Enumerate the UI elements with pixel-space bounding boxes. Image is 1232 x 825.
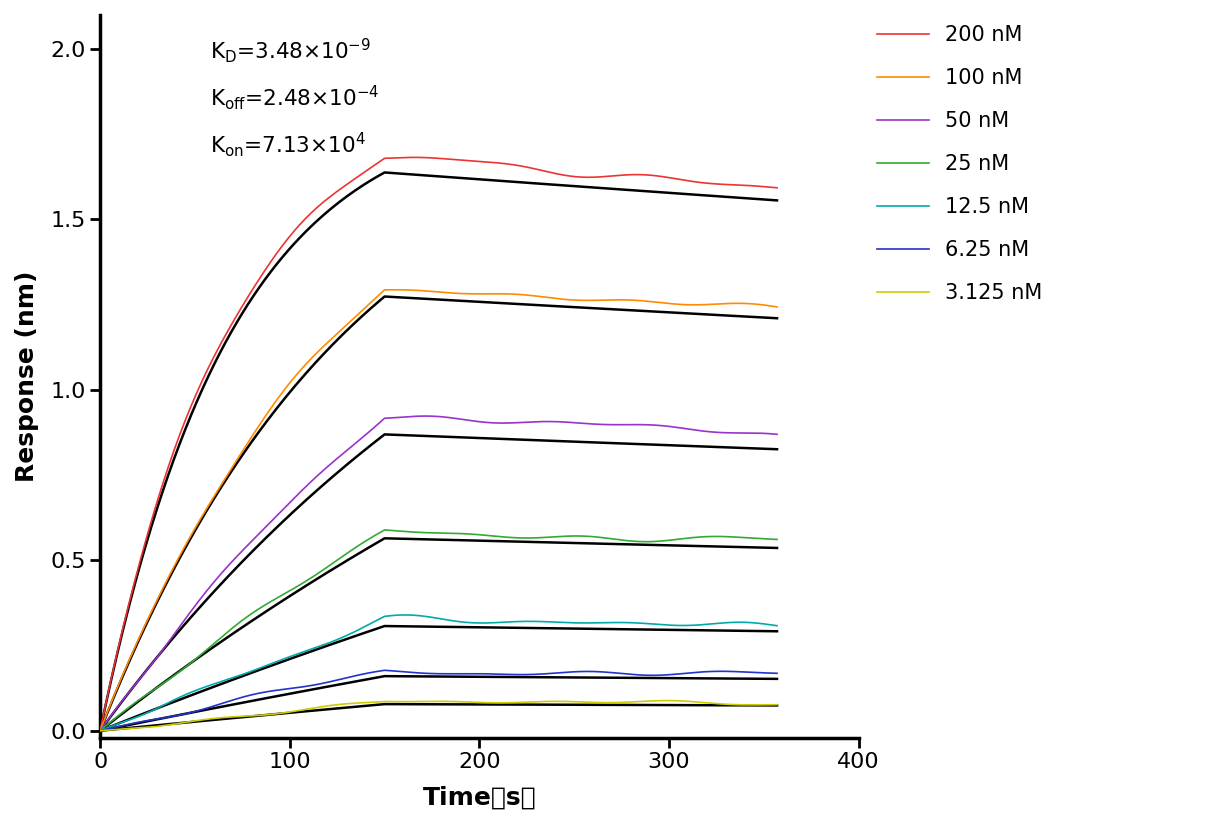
25 nM — [296, 578, 310, 588]
100 nM — [398, 285, 413, 295]
Line: 12.5 nM: 12.5 nM — [100, 615, 777, 731]
6.25 nM — [377, 665, 392, 675]
12.5 nM — [326, 636, 341, 646]
3.125 nM — [770, 700, 785, 710]
3.125 nM — [474, 698, 489, 708]
100 nM — [476, 289, 490, 299]
3.125 nM — [326, 700, 341, 710]
6.25 nM — [110, 722, 124, 732]
Line: 50 nM: 50 nM — [100, 416, 777, 731]
12.5 nM — [92, 726, 107, 736]
Text: $\mathregular{K_D}$=3.48×10$^{-9}$
$\mathregular{K_{off}}$=2.48×10$^{-4}$
$\math: $\mathregular{K_D}$=3.48×10$^{-9}$ $\mat… — [211, 36, 379, 159]
25 nM — [476, 530, 490, 540]
50 nM — [419, 411, 434, 421]
100 nM — [770, 302, 785, 312]
100 nM — [326, 332, 341, 342]
Line: 25 nM: 25 nM — [100, 530, 777, 731]
50 nM — [326, 457, 341, 467]
6.25 nM — [92, 726, 107, 736]
X-axis label: Time（s）: Time（s） — [423, 786, 536, 810]
200 nM — [408, 153, 423, 163]
3.125 nM — [110, 724, 124, 734]
50 nM — [397, 412, 411, 422]
3.125 nM — [92, 726, 107, 736]
12.5 nM — [110, 719, 124, 729]
25 nM — [110, 712, 124, 722]
Legend: 200 nM, 100 nM, 50 nM, 25 nM, 12.5 nM, 6.25 nM, 3.125 nM: 200 nM, 100 nM, 50 nM, 25 nM, 12.5 nM, 6… — [876, 26, 1042, 303]
3.125 nM — [659, 695, 674, 705]
Line: 6.25 nM: 6.25 nM — [100, 670, 777, 731]
12.5 nM — [397, 610, 411, 620]
12.5 nM — [398, 610, 413, 620]
200 nM — [326, 189, 341, 199]
50 nM — [476, 417, 490, 427]
Line: 200 nM: 200 nM — [100, 158, 777, 731]
200 nM — [296, 216, 310, 226]
50 nM — [770, 429, 785, 439]
50 nM — [277, 503, 292, 513]
100 nM — [296, 362, 310, 372]
25 nM — [377, 525, 392, 535]
6.25 nM — [277, 684, 292, 694]
12.5 nM — [296, 647, 310, 657]
25 nM — [770, 535, 785, 544]
12.5 nM — [476, 618, 490, 628]
50 nM — [296, 484, 310, 494]
3.125 nM — [296, 705, 310, 714]
6.25 nM — [398, 667, 413, 676]
6.25 nM — [770, 668, 785, 678]
3.125 nM — [397, 697, 411, 707]
200 nM — [277, 238, 292, 248]
Line: 3.125 nM: 3.125 nM — [100, 700, 777, 731]
200 nM — [476, 157, 490, 167]
6.25 nM — [296, 681, 310, 691]
Line: 100 nM: 100 nM — [100, 290, 777, 731]
25 nM — [277, 589, 292, 599]
100 nM — [277, 385, 292, 395]
6.25 nM — [476, 669, 490, 679]
50 nM — [92, 726, 107, 736]
200 nM — [92, 726, 107, 736]
3.125 nM — [277, 708, 292, 718]
6.25 nM — [326, 676, 341, 686]
25 nM — [92, 726, 107, 736]
200 nM — [770, 183, 785, 193]
12.5 nM — [770, 620, 785, 630]
50 nM — [110, 702, 124, 712]
200 nM — [397, 153, 411, 163]
100 nM — [387, 285, 402, 295]
100 nM — [92, 726, 107, 736]
12.5 nM — [277, 654, 292, 664]
Y-axis label: Response (nm): Response (nm) — [15, 271, 39, 482]
100 nM — [110, 683, 124, 693]
200 nM — [110, 647, 124, 657]
25 nM — [326, 558, 341, 568]
25 nM — [398, 526, 413, 536]
